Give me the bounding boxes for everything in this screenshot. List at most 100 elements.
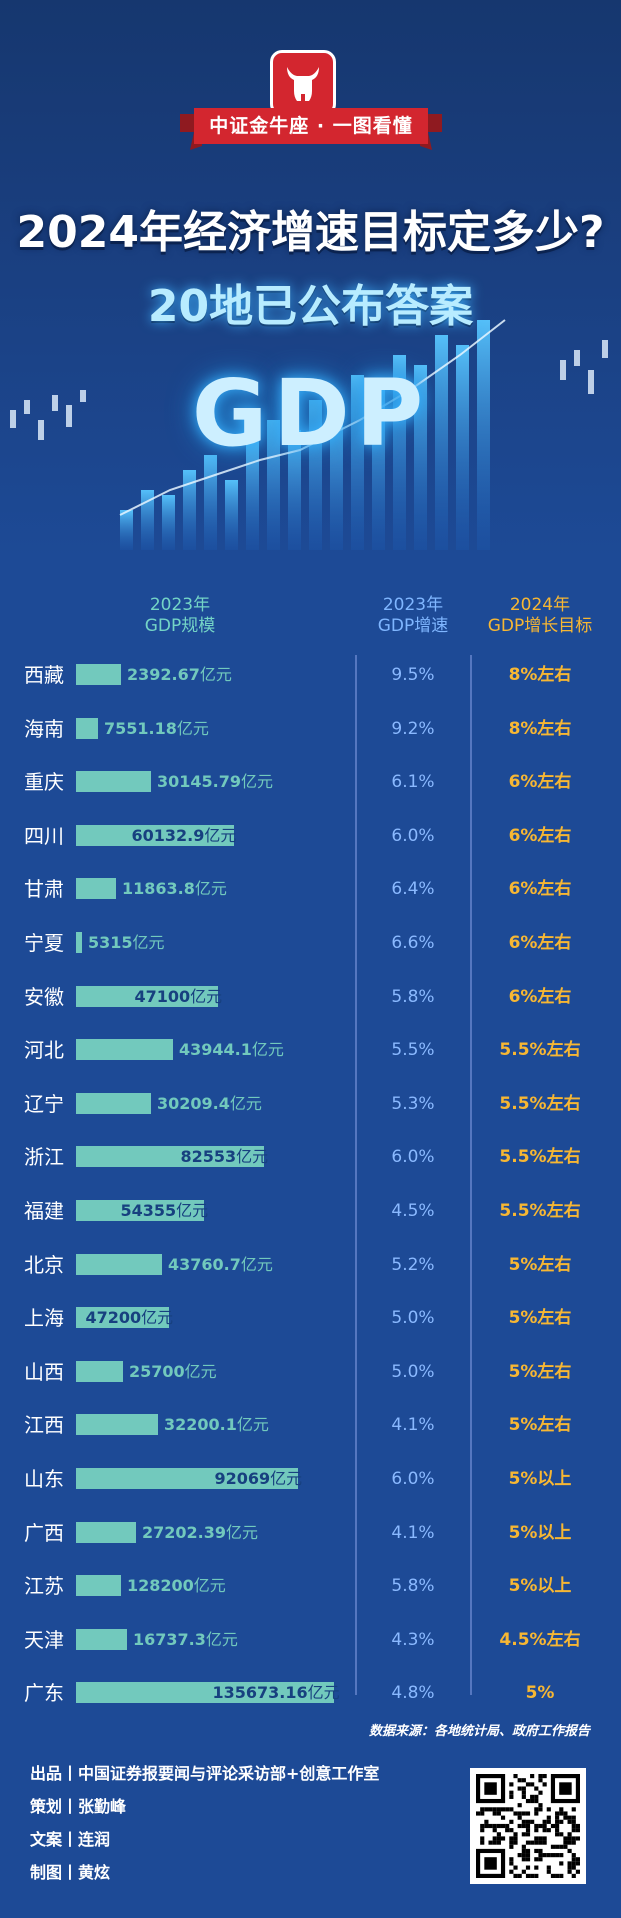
qr-module bbox=[546, 1815, 551, 1820]
hero-bar bbox=[267, 420, 280, 550]
qr-module bbox=[525, 1819, 531, 1824]
table-row: 重庆 30145.79亿元 6.1% 6%左右 bbox=[0, 755, 621, 809]
gdp-value-unit: 亿元 bbox=[176, 1201, 209, 1220]
qr-module bbox=[571, 1853, 576, 1858]
target-2024-value: 6%左右 bbox=[508, 825, 572, 846]
gdp-value-unit: 亿元 bbox=[270, 1469, 303, 1488]
qr-module bbox=[480, 1840, 485, 1845]
credit-writer: 文案丨连润 bbox=[30, 1830, 111, 1849]
hero-candle bbox=[38, 420, 44, 440]
qr-module bbox=[534, 1848, 539, 1854]
gdp-value-label: 11863.8亿元 bbox=[122, 862, 227, 916]
gdp-value-number: 11863.8 bbox=[122, 879, 195, 899]
qr-module bbox=[521, 1848, 526, 1854]
gdp-value-label: 5315亿元 bbox=[88, 916, 165, 970]
qr-module bbox=[567, 1840, 572, 1845]
hero-bar bbox=[456, 345, 469, 550]
gdp-bar bbox=[76, 1146, 264, 1168]
qr-module bbox=[517, 1811, 522, 1816]
growth-2023-value: 6.0% bbox=[391, 825, 435, 846]
qr-module bbox=[500, 1815, 506, 1820]
qr-module bbox=[496, 1823, 501, 1829]
gdp-value-unit: 亿元 bbox=[184, 1361, 217, 1381]
table-row: 甘肃 11863.8亿元 6.4% 6%左右 bbox=[0, 862, 621, 916]
gdp-value-number: 60132.9 bbox=[131, 825, 205, 845]
qr-module bbox=[546, 1807, 551, 1812]
gdp-value-unit: 亿元 bbox=[176, 718, 209, 738]
qr-module bbox=[542, 1836, 547, 1841]
qr-module bbox=[534, 1798, 539, 1804]
qr-module bbox=[575, 1828, 580, 1833]
hero-candle bbox=[602, 340, 608, 358]
qr-module bbox=[534, 1807, 539, 1812]
qr-module bbox=[521, 1786, 526, 1791]
qr-module bbox=[517, 1803, 522, 1808]
growth-2023-value: 5.8% bbox=[391, 986, 435, 1007]
hero-bar bbox=[183, 470, 196, 550]
gdp-value-number: 92069 bbox=[214, 1469, 271, 1488]
qr-module bbox=[559, 1819, 564, 1824]
table-row: 天津 16737.3亿元 4.3% 4.5%左右 bbox=[0, 1613, 621, 1667]
page-title: 2024年经济增速目标定多少? bbox=[16, 207, 605, 258]
growth-2023-value: 4.8% bbox=[391, 1683, 435, 1704]
qr-module bbox=[542, 1840, 547, 1845]
qr-module bbox=[567, 1865, 572, 1870]
gdp-bar bbox=[76, 1628, 127, 1650]
growth-2023-value: 9.5% bbox=[391, 665, 435, 685]
province-label: 广东 bbox=[24, 1681, 64, 1706]
qr-module bbox=[575, 1857, 580, 1862]
gdp-value-label: 60132.9亿元 bbox=[132, 809, 237, 863]
qr-module bbox=[542, 1828, 547, 1833]
gdp-value-unit: 亿元 bbox=[193, 1576, 226, 1596]
table-row: 河北 43944.1亿元 5.5% 5.5%左右 bbox=[0, 1023, 621, 1077]
qr-module bbox=[488, 1823, 493, 1829]
qr-module bbox=[571, 1807, 576, 1812]
growth-2023-value: 5.0% bbox=[391, 1308, 435, 1329]
gdp-value-number: 43760.7 bbox=[168, 1254, 241, 1274]
gdp-value-unit: 亿元 bbox=[236, 1415, 269, 1435]
qr-module bbox=[525, 1823, 531, 1829]
qr-module bbox=[567, 1819, 572, 1824]
qr-module bbox=[525, 1782, 531, 1787]
qr-module bbox=[521, 1790, 526, 1795]
qr-module bbox=[509, 1782, 514, 1787]
gdp-bar bbox=[76, 824, 234, 846]
qr-module bbox=[534, 1865, 539, 1870]
bull-icon bbox=[287, 67, 319, 101]
qr-module bbox=[525, 1848, 531, 1854]
province-label: 江苏 bbox=[24, 1574, 64, 1599]
gdp-value-label: 30209.4亿元 bbox=[157, 1077, 262, 1131]
qr-module bbox=[513, 1865, 518, 1870]
target-2024-value: 6%左右 bbox=[508, 986, 572, 1007]
qr-code[interactable] bbox=[470, 1768, 586, 1884]
qr-module bbox=[546, 1819, 551, 1824]
qr-module bbox=[480, 1836, 485, 1841]
qr-module bbox=[521, 1823, 526, 1829]
hero-bar bbox=[246, 440, 259, 550]
hero-candle bbox=[574, 350, 580, 366]
qr-module bbox=[521, 1869, 526, 1874]
table-row: 江西 32200.1亿元 4.1% 5%左右 bbox=[0, 1398, 621, 1452]
gdp-value-number: 30209.4 bbox=[157, 1093, 230, 1113]
column-header-growth-text: 2023年 GDP增速 bbox=[377, 595, 449, 636]
gdp-value-unit: 亿元 bbox=[141, 1308, 174, 1328]
target-2024-value: 5.5%左右 bbox=[499, 1040, 581, 1061]
qr-module bbox=[509, 1794, 514, 1799]
growth-2023-value: 9.2% bbox=[391, 718, 435, 739]
qr-module bbox=[530, 1798, 535, 1804]
column-header-growth: 2023年 GDP增速 bbox=[358, 595, 468, 637]
gdp-value-number: 2392.67 bbox=[127, 665, 200, 684]
table-row: 福建 54355亿元 4.5% 5.5%左右 bbox=[0, 1184, 621, 1238]
table-row: 西藏 2392.67亿元 9.5% 8%左右 bbox=[0, 648, 621, 702]
province-label: 河北 bbox=[24, 1038, 64, 1063]
qr-module bbox=[555, 1819, 560, 1824]
qr-module bbox=[517, 1786, 522, 1791]
gdp-value-label: 16737.3亿元 bbox=[133, 1613, 238, 1667]
qr-module bbox=[567, 1861, 572, 1866]
gdp-bar bbox=[76, 1307, 169, 1329]
qr-module bbox=[513, 1840, 518, 1845]
qr-module bbox=[509, 1857, 514, 1862]
qr-module bbox=[492, 1840, 497, 1845]
qr-module bbox=[563, 1840, 568, 1845]
table-row: 广西 27202.39亿元 4.1% 5%以上 bbox=[0, 1506, 621, 1560]
